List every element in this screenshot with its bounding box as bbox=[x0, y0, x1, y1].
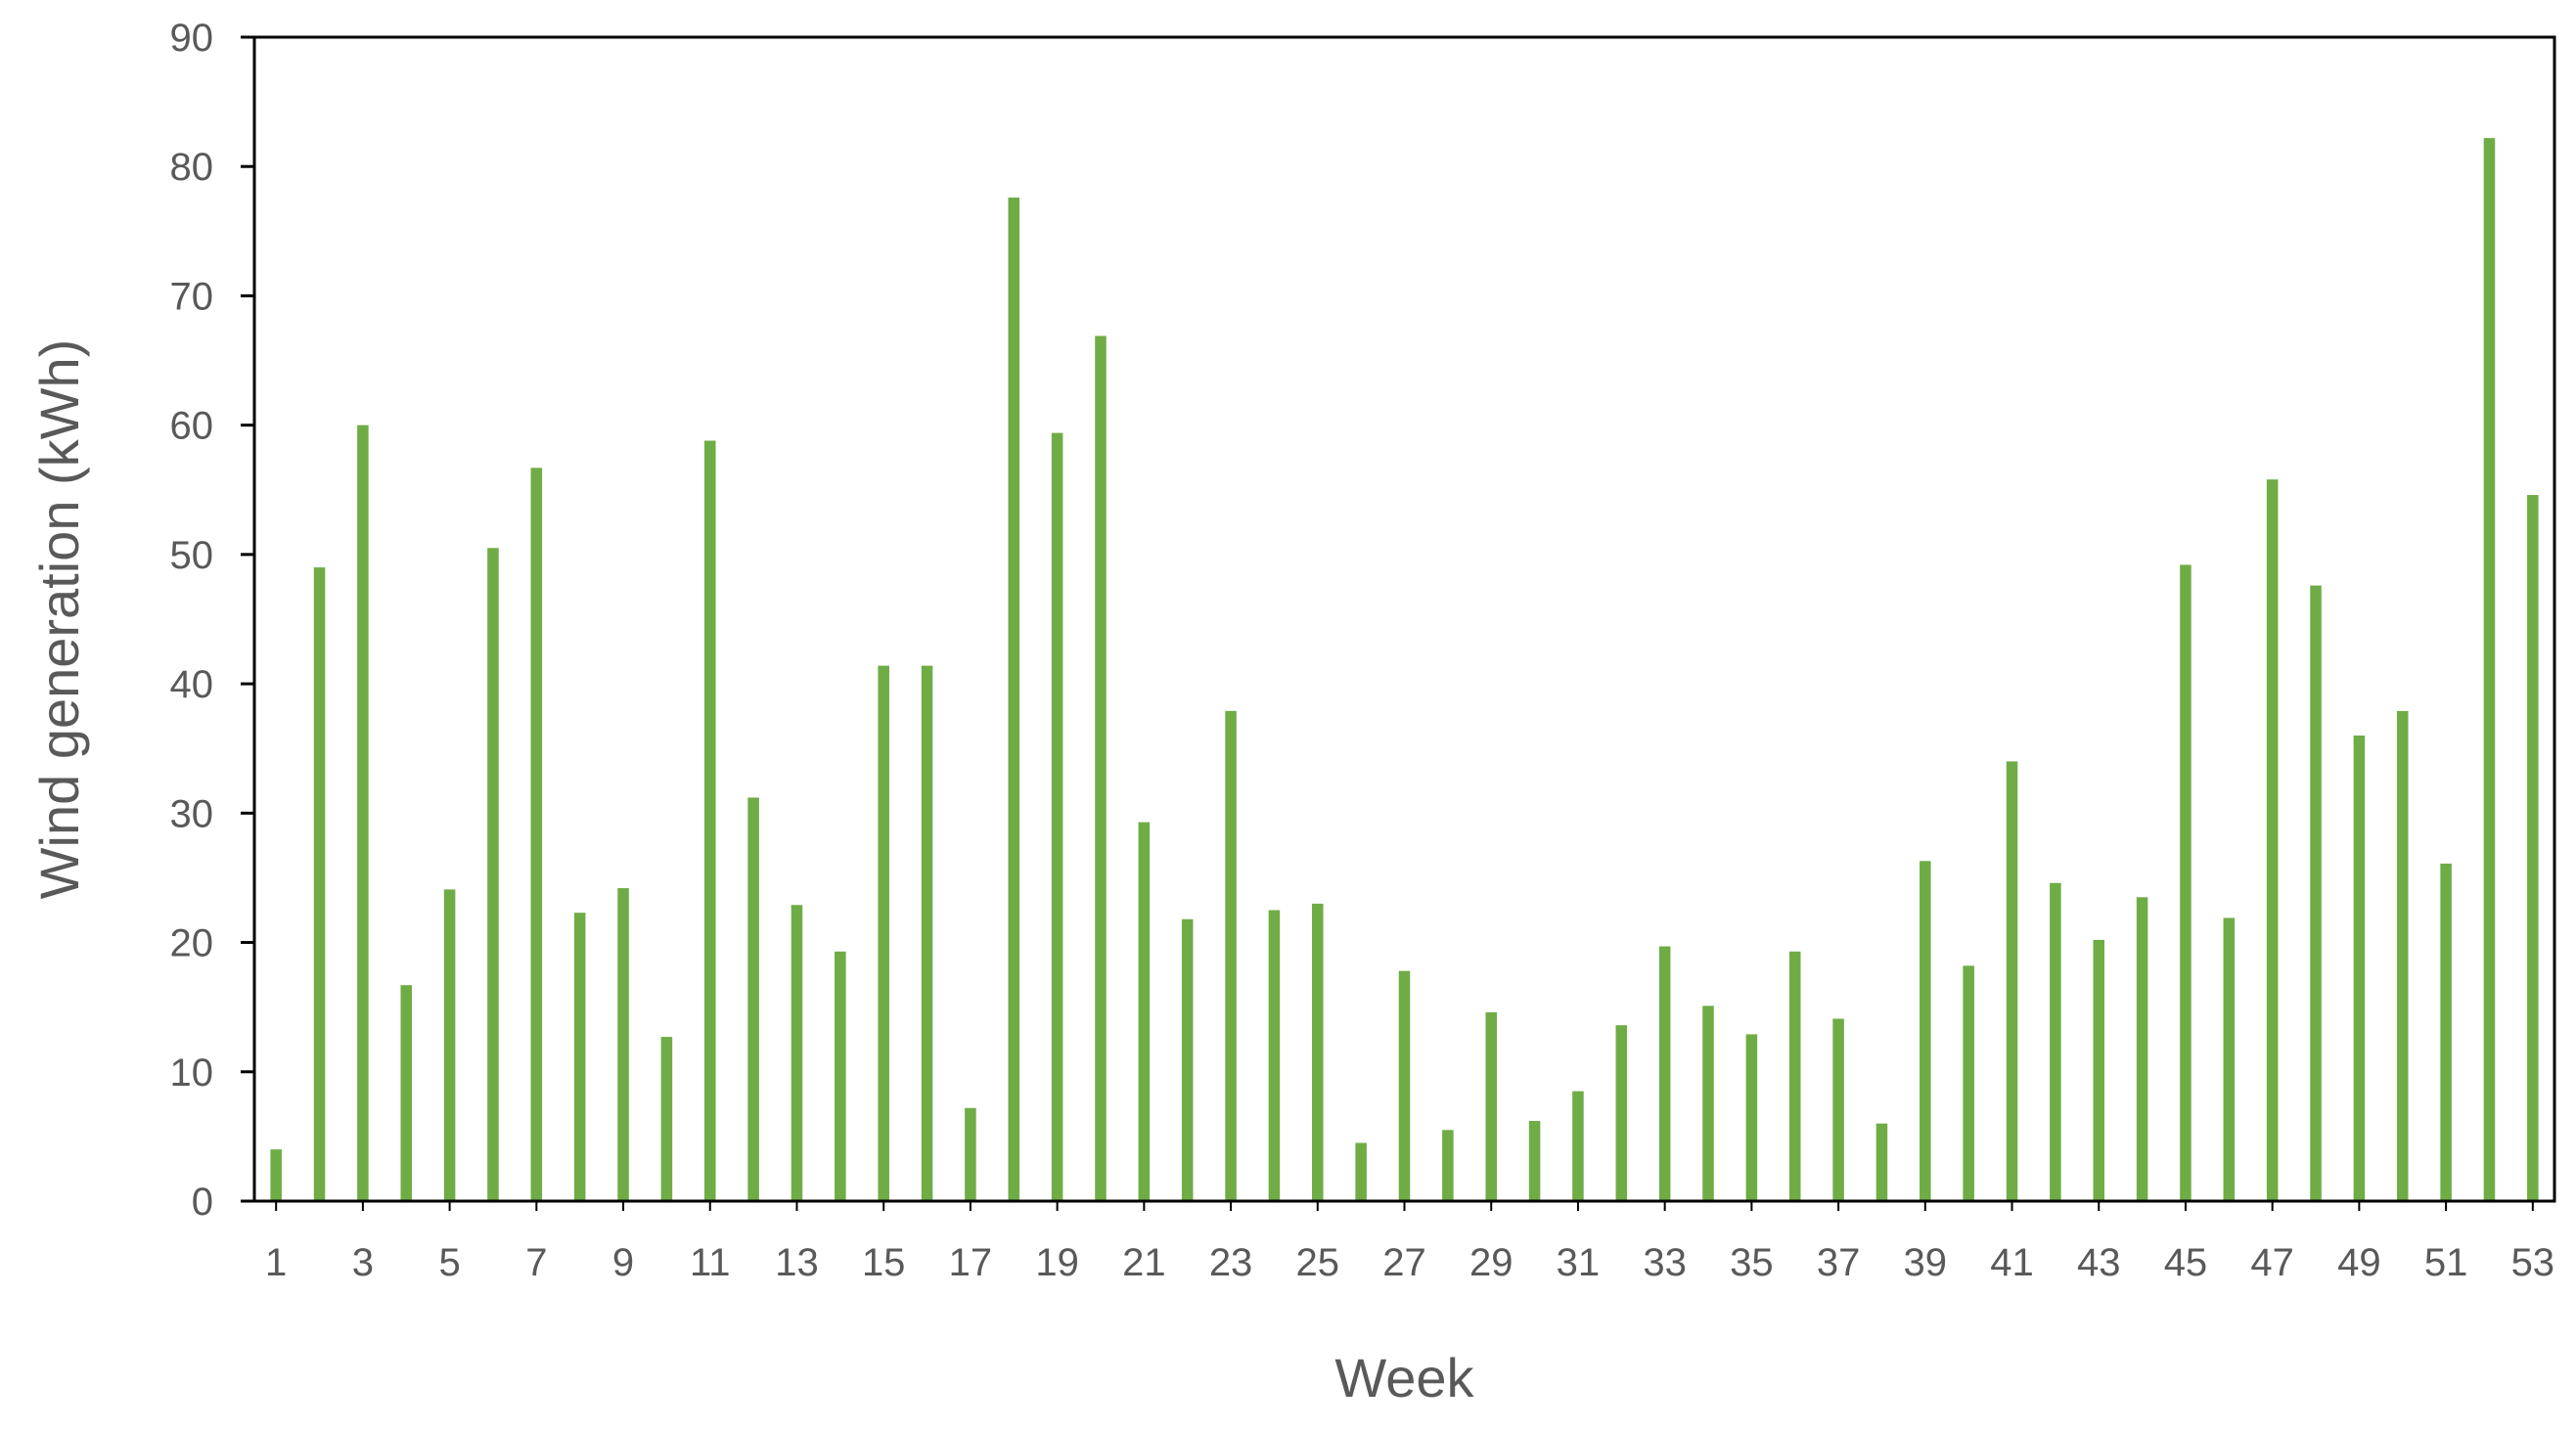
bar-week-5 bbox=[443, 889, 456, 1201]
bar-week-1 bbox=[270, 1149, 282, 1201]
x-tick-label: 53 bbox=[2511, 1241, 2555, 1284]
x-tick-label: 7 bbox=[525, 1241, 547, 1284]
bar-week-37 bbox=[1832, 1018, 1844, 1201]
bar-week-34 bbox=[1702, 1005, 1714, 1201]
bar-week-25 bbox=[1312, 903, 1324, 1201]
bar-week-35 bbox=[1745, 1034, 1758, 1201]
bar-week-48 bbox=[2310, 585, 2322, 1201]
bar-week-45 bbox=[2180, 564, 2192, 1201]
bar-week-36 bbox=[1788, 951, 1801, 1201]
x-tick-label: 3 bbox=[352, 1241, 374, 1284]
bar-week-47 bbox=[2266, 479, 2279, 1201]
bar-week-9 bbox=[617, 888, 629, 1201]
bar-week-19 bbox=[1051, 432, 1063, 1202]
bar-week-53 bbox=[2527, 495, 2539, 1202]
bar-week-23 bbox=[1225, 710, 1237, 1201]
bar-week-17 bbox=[965, 1107, 976, 1201]
bar-week-46 bbox=[2223, 917, 2236, 1201]
bar-week-21 bbox=[1138, 822, 1151, 1201]
bar-week-30 bbox=[1528, 1121, 1541, 1201]
bar-week-11 bbox=[703, 440, 716, 1201]
x-tick-label: 11 bbox=[690, 1241, 731, 1284]
x-tick-label: 31 bbox=[1557, 1241, 1601, 1284]
x-tick-label: 41 bbox=[1990, 1241, 2034, 1284]
bar-week-12 bbox=[747, 797, 759, 1201]
x-tick-label: 47 bbox=[2250, 1241, 2294, 1284]
bar-week-24 bbox=[1268, 910, 1281, 1201]
y-tick-label: 70 bbox=[170, 275, 214, 318]
x-tick-label: 19 bbox=[1035, 1241, 1079, 1284]
bar-week-52 bbox=[2483, 138, 2496, 1202]
bar-week-49 bbox=[2353, 736, 2366, 1201]
bar-week-3 bbox=[357, 425, 369, 1202]
bar-week-14 bbox=[835, 951, 846, 1201]
bar-week-22 bbox=[1181, 918, 1194, 1201]
bar-week-51 bbox=[2440, 863, 2452, 1201]
bar-week-27 bbox=[1398, 970, 1411, 1201]
x-tick-label: 27 bbox=[1382, 1241, 1426, 1284]
x-tick-label: 29 bbox=[1469, 1241, 1514, 1284]
bar-week-18 bbox=[1008, 197, 1020, 1201]
x-tick-label: 9 bbox=[612, 1241, 634, 1284]
x-tick-label: 37 bbox=[1817, 1241, 1861, 1284]
bar-week-10 bbox=[660, 1037, 673, 1201]
bar-week-6 bbox=[487, 548, 499, 1201]
x-axis-title: Week bbox=[1334, 1347, 1474, 1408]
bar-week-32 bbox=[1615, 1025, 1628, 1201]
x-tick-label: 15 bbox=[862, 1241, 906, 1284]
bar-week-2 bbox=[313, 567, 326, 1201]
bar-week-28 bbox=[1442, 1130, 1454, 1201]
y-tick-label: 50 bbox=[170, 534, 214, 577]
x-tick-label: 49 bbox=[2337, 1241, 2381, 1284]
bar-week-16 bbox=[921, 665, 933, 1201]
x-tick-label: 25 bbox=[1296, 1241, 1340, 1284]
x-tick-label: 1 bbox=[265, 1241, 287, 1284]
x-tick-label: 23 bbox=[1209, 1241, 1253, 1284]
x-tick-label: 35 bbox=[1730, 1241, 1774, 1284]
x-tick-label: 17 bbox=[949, 1241, 993, 1284]
x-tick-label: 39 bbox=[1904, 1241, 1948, 1284]
bar-week-31 bbox=[1572, 1091, 1584, 1201]
x-tick-label: 43 bbox=[2077, 1241, 2121, 1284]
y-tick-label: 10 bbox=[170, 1051, 214, 1095]
y-axis-ticks: 0 10 20 30 40 50 60 70 80 90 bbox=[170, 17, 254, 1224]
y-axis-title: Wind generation (kWh) bbox=[28, 339, 90, 900]
y-tick-label: 20 bbox=[170, 922, 214, 965]
bar-week-42 bbox=[2050, 882, 2061, 1201]
y-tick-label: 90 bbox=[170, 17, 214, 60]
bar-week-44 bbox=[2136, 897, 2148, 1201]
x-tick-label: 21 bbox=[1122, 1241, 1166, 1284]
y-tick-label: 60 bbox=[170, 405, 214, 448]
plot-area-border bbox=[252, 35, 2556, 1203]
bar-week-29 bbox=[1485, 1011, 1497, 1201]
x-tick-label: 5 bbox=[438, 1241, 460, 1284]
bar-week-15 bbox=[878, 665, 889, 1201]
bar-week-26 bbox=[1355, 1142, 1367, 1201]
y-tick-label: 80 bbox=[170, 146, 214, 189]
bar-week-13 bbox=[791, 905, 803, 1201]
bar-week-4 bbox=[400, 985, 413, 1201]
bar-week-50 bbox=[2396, 710, 2409, 1201]
bar-week-33 bbox=[1658, 946, 1671, 1201]
bar-week-7 bbox=[530, 468, 543, 1201]
bar-week-40 bbox=[1963, 965, 1974, 1201]
y-tick-label: 40 bbox=[170, 663, 214, 706]
y-tick-label: 30 bbox=[170, 792, 214, 835]
bar-week-20 bbox=[1095, 335, 1107, 1201]
bar-week-38 bbox=[1876, 1123, 1888, 1201]
bar-week-41 bbox=[2006, 761, 2018, 1201]
x-tick-label: 13 bbox=[775, 1241, 819, 1284]
bar-week-39 bbox=[1920, 861, 1931, 1201]
x-tick-label: 51 bbox=[2424, 1241, 2468, 1284]
bar-week-43 bbox=[2093, 939, 2105, 1201]
x-tick-label: 33 bbox=[1643, 1241, 1687, 1284]
bar-week-8 bbox=[573, 913, 586, 1201]
x-axis-ticks: 1 3 5 7 9 11 13 15 17 19 21 23 25 27 29 31 33 35 37 39 41 43 4… bbox=[265, 1201, 2554, 1284]
x-tick-label: 45 bbox=[2164, 1241, 2208, 1284]
bar-series bbox=[270, 138, 2539, 1202]
y-tick-label: 0 bbox=[192, 1181, 213, 1224]
